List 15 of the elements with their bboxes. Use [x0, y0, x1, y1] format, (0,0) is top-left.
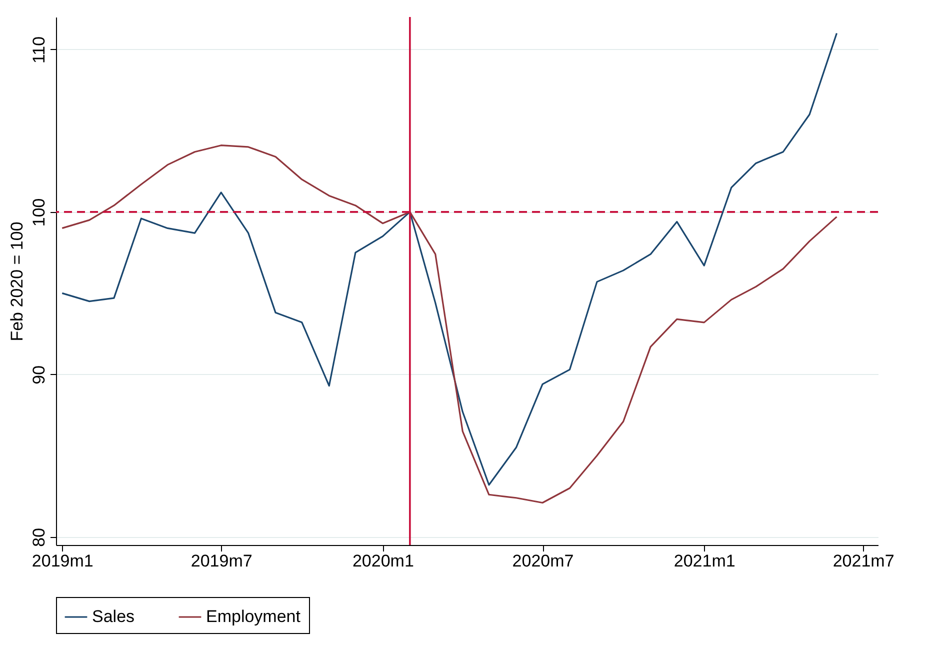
legend-label: Employment [206, 607, 301, 626]
x-tick-label: 2019m1 [32, 552, 94, 570]
x-tick-label: 2020m7 [512, 552, 574, 570]
y-tick-label: 80 [30, 528, 48, 547]
y-tick-label: 110 [30, 36, 48, 64]
x-tick-label: 2020m1 [352, 552, 414, 570]
line-series [61, 32, 838, 486]
y-tick-label: 90 [30, 365, 48, 384]
x-tick-label: 2019m7 [190, 552, 252, 570]
line-series [61, 144, 838, 504]
y-axis-title: Feb 2020 = 100 [8, 222, 26, 342]
y-tick-label: 100 [30, 198, 48, 227]
x-tick-label: 2021m7 [832, 552, 894, 570]
x-tick-label: 2021m1 [674, 552, 736, 570]
legend-label: Sales [92, 607, 135, 626]
